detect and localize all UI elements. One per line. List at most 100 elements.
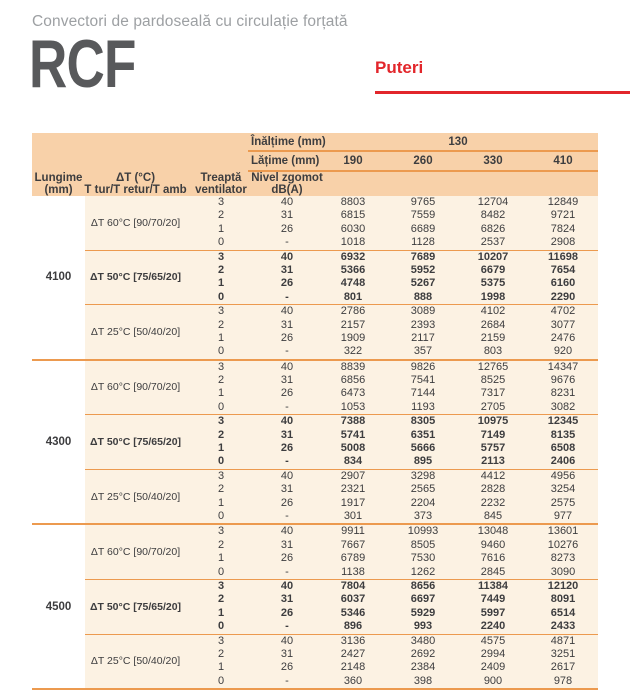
width-value-190: 190	[343, 155, 363, 167]
power-value-cell: 2240	[480, 620, 506, 633]
power-value-cell: 3077	[550, 318, 576, 331]
noise-level-cell: 40	[280, 360, 294, 373]
table-row: 0 - 834 895 2113 2406	[186, 455, 598, 468]
dt-label: ΔT 60°C [90/70/20]	[90, 546, 181, 559]
noise-level-cell: 26	[280, 331, 294, 344]
power-value-cell: 895	[413, 455, 433, 468]
power-value-cell: 10276	[547, 538, 579, 551]
power-value-cell: 2845	[480, 565, 506, 578]
power-value-cell: 3480	[410, 634, 436, 647]
fan-step-cell: 3	[217, 525, 225, 538]
power-value-cell: 2565	[410, 483, 436, 496]
table-row: 1 26 6030 6689 6826 7824	[186, 223, 598, 236]
table-row: 1 26 5346 5929 5997 6514	[186, 607, 598, 620]
power-value-cell: 357	[413, 345, 433, 358]
power-value-cell: 8839	[340, 360, 366, 373]
power-value-cell: 5366	[340, 263, 366, 276]
section-rows: 3 40 2786 3089 4102 4702 2 31 2157 2393 2684 3077 1 2…	[186, 305, 598, 359]
power-value-cell: 845	[483, 509, 503, 522]
power-value-cell: 3089	[410, 305, 436, 318]
fan-step-cell: 2	[217, 263, 225, 276]
power-value-cell: 1128	[411, 236, 435, 249]
fan-step-cell: 1	[217, 606, 225, 619]
table-body: 4100 ΔT 60°C [90/70/20] 3 40 8803 9765 12704 12…	[32, 196, 598, 691]
power-value-cell: 8803	[340, 196, 366, 208]
noise-level-cell: 40	[280, 415, 294, 428]
power-value-cell: 2409	[480, 661, 506, 674]
power-value-cell: 6030	[340, 222, 366, 235]
power-value-cell: 8505	[410, 538, 436, 551]
power-value-cell: 4748	[340, 277, 366, 290]
power-value-cell: 2684	[480, 318, 506, 331]
group-sections: ΔT 60°C [90/70/20] 3 40 8839 9826 12765 14347 2…	[85, 360, 598, 524]
power-value-cell: 2828	[480, 483, 506, 496]
power-value-cell: 7804	[340, 579, 366, 592]
power-value-cell: 8525	[480, 374, 506, 387]
width-label: Lățime (mm)	[251, 155, 320, 167]
group-sections: ΔT 60°C [90/70/20] 3 40 8803 9765 12704 12849 2…	[85, 196, 598, 359]
height-value: 130	[448, 135, 468, 148]
power-value-cell: 2786	[340, 305, 366, 318]
noise-level-cell: -	[285, 565, 289, 578]
power-value-cell: 322	[343, 345, 363, 358]
fan-step-cell: 0	[217, 674, 225, 687]
table-row: 1 26 6789 7530 7616 8273	[186, 552, 598, 565]
dt-label: ΔT 25°C [50/40/20]	[90, 655, 181, 668]
noise-level-cell: 31	[280, 647, 294, 660]
power-value-cell: 2148	[340, 661, 366, 674]
power-value-cell: 3090	[550, 565, 576, 578]
table-row: 2 31 2321 2565 2828 3254	[186, 483, 598, 496]
table-row: 1 26 1909 2117 2159 2476	[186, 332, 598, 345]
dt-label: ΔT 50°C [75/65/20]	[89, 436, 182, 449]
noise-level-cell: 31	[280, 538, 294, 551]
column-header-spacer	[388, 172, 458, 198]
header-height-row: Înălțime (mm) 130	[248, 133, 598, 152]
power-value-cell: 3298	[410, 469, 436, 482]
section-rows: 3 40 2907 3298 4412 4956 2 31 2321 2565 2828 3254 1 2…	[186, 470, 598, 524]
fan-step-cell: 0	[217, 236, 225, 249]
table-row: 0 - 360 398 900 978	[186, 675, 598, 688]
noise-level-cell: 26	[280, 552, 294, 565]
column-header-spacer	[458, 172, 528, 198]
fan-step-cell: 1	[217, 222, 225, 235]
table-group: 4300 ΔT 60°C [90/70/20] 3 40 8839 9826 12765 14…	[32, 360, 598, 526]
power-value-cell: 5666	[410, 442, 436, 455]
power-value-cell: 12704	[477, 196, 509, 208]
power-value-cell: 7149	[480, 428, 506, 441]
fan-step-cell: 3	[217, 579, 225, 592]
table-row: 3 40 3136 3480 4575 4871	[186, 635, 598, 648]
fan-step-cell: 2	[217, 374, 225, 387]
power-value-cell: 12120	[547, 579, 579, 592]
fan-step-cell: 0	[217, 290, 225, 303]
table-row: 3 40 2786 3089 4102 4702	[186, 305, 598, 318]
dt-label: ΔT 25°C [50/40/20]	[90, 325, 181, 338]
length-cell: 4300	[32, 360, 85, 524]
power-value-cell: 2393	[410, 318, 436, 331]
power-value-cell: 9826	[410, 360, 436, 373]
noise-level-cell: 26	[280, 442, 294, 455]
noise-level-cell: 26	[280, 277, 294, 290]
fan-step-cell: 1	[217, 387, 225, 400]
power-value-cell: 8305	[410, 415, 436, 428]
power-value-cell: 803	[483, 345, 503, 358]
table-row: 3 40 7388 8305 10975 12345	[186, 415, 598, 428]
power-value-cell: 4575	[480, 634, 506, 647]
power-value-cell: 2908	[550, 236, 576, 249]
table-row: 2 31 6037 6697 7449 8091	[186, 593, 598, 606]
table-row: 2 31 2157 2393 2684 3077	[186, 319, 598, 332]
fan-step-cell: 1	[217, 496, 225, 509]
power-value-cell: 301	[343, 509, 363, 522]
power-value-cell: 2692	[410, 647, 436, 660]
noise-level-cell: 40	[280, 469, 294, 482]
table-row: 0 - 1018 1128 2537 2908	[186, 236, 598, 249]
power-value-cell: 1917	[340, 496, 366, 509]
power-value-cell: 12345	[547, 415, 579, 428]
power-value-cell: 2157	[340, 318, 366, 331]
section-rows: 3 40 8803 9765 12704 12849 2 31 6815 7559 8482 9721…	[186, 196, 598, 250]
fan-step-cell: 2	[217, 647, 225, 660]
power-value-cell: 977	[553, 509, 573, 522]
noise-level-cell: 40	[280, 525, 294, 538]
column-header-dt: ΔT (°C) T tur/T retur/T amb	[84, 172, 186, 198]
power-value-cell: 7144	[410, 387, 436, 400]
noise-level-cell: -	[285, 290, 289, 303]
